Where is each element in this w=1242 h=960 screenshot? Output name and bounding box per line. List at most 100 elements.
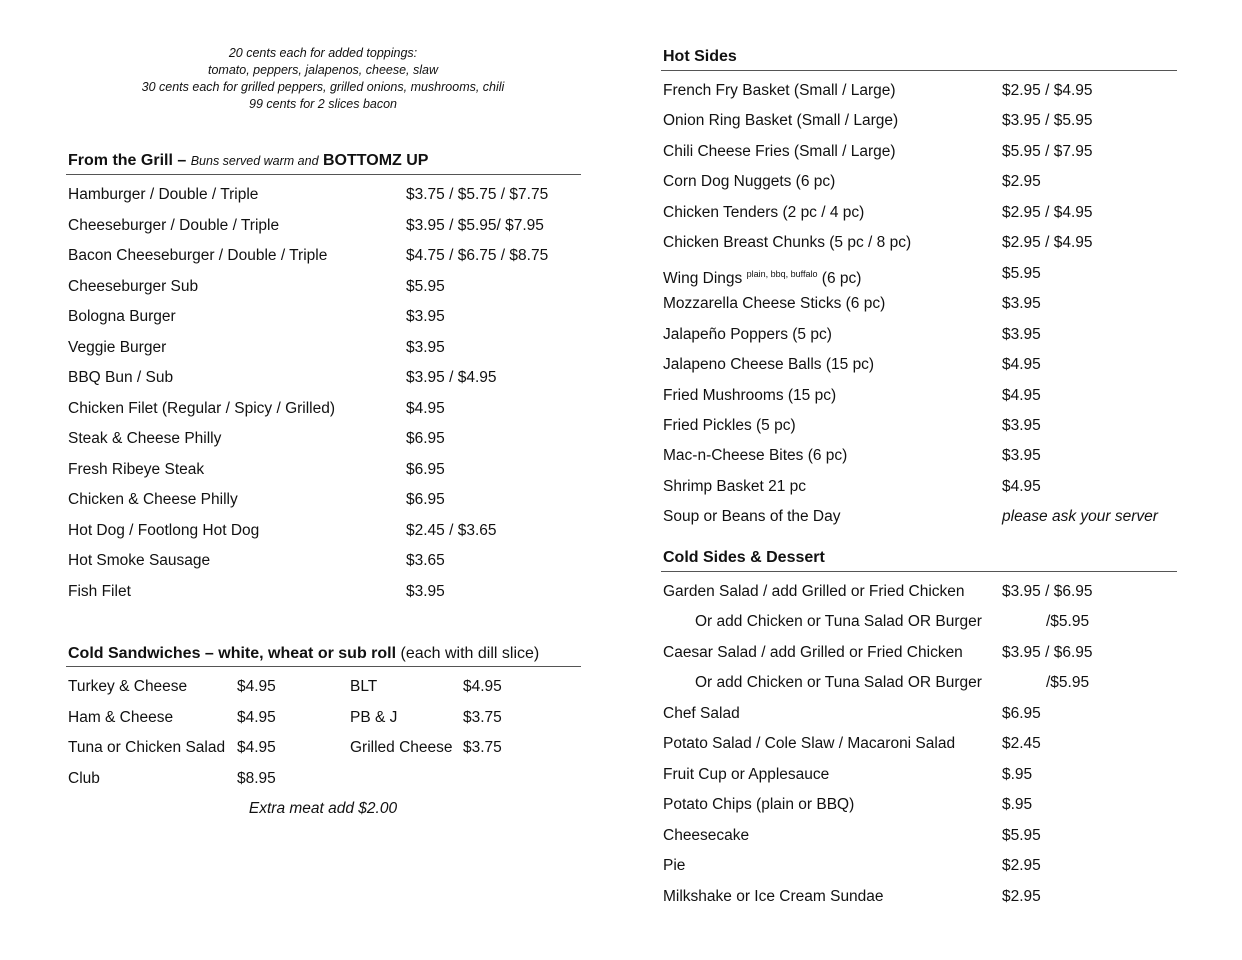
- item-name: Turkey & Cheese: [68, 678, 188, 695]
- item-name: Mac-n-Cheese Bites (6 pc): [663, 447, 848, 465]
- note-line: 99 cents for 2 slices bacon: [249, 97, 397, 111]
- item-price: $8.95: [237, 769, 276, 787]
- item-name: Hamburger / Double / Triple: [68, 186, 259, 203]
- item-name: Soup or Beans of the Day: [663, 508, 841, 526]
- item-name: Bologna Burger: [68, 308, 176, 325]
- item-name: Fried Pickles (5 pc): [663, 416, 796, 434]
- item-price: $5.95 / $7.95: [1002, 142, 1093, 160]
- item-name: Shrimp Basket 21 pc: [663, 477, 807, 495]
- item-price: $3.95: [406, 308, 445, 325]
- item-name: Club: [68, 769, 100, 787]
- item-name: Fruit Cup or Applesauce: [663, 765, 830, 783]
- item-name: Chicken & Cheese Philly: [68, 491, 238, 508]
- item-price: $2.95: [1002, 887, 1041, 905]
- item-name: Cheeseburger Sub: [68, 277, 199, 295]
- item-name: Garden Salad / add Grilled or Fried Chic…: [663, 583, 965, 600]
- item-name: Corn Dog Nuggets (6 pc): [663, 173, 836, 191]
- hot-sides-heading: Hot Sides: [663, 48, 737, 65]
- item-price: $3.75: [463, 708, 502, 726]
- item-price: $3.75: [463, 739, 502, 756]
- item-name: Pie: [663, 857, 686, 875]
- divider: [661, 571, 1177, 572]
- cold-sandwiches-title: Cold Sandwiches – white, wheat or sub ro…: [68, 645, 397, 662]
- divider: [66, 174, 581, 175]
- item-name: PB & J: [350, 708, 398, 726]
- item-name: Cheeseburger / Double / Triple: [68, 216, 280, 234]
- item-price: $5.95: [1002, 264, 1041, 282]
- item-price: $3.95: [1002, 295, 1041, 313]
- item-name: Hot Dog / Footlong Hot Dog: [68, 521, 260, 539]
- item-name: Milkshake or Ice Cream Sundae: [663, 887, 884, 905]
- item-price: $3.65: [406, 552, 445, 569]
- item-name: BBQ Bun / Sub: [68, 369, 174, 386]
- cold-sides-heading: Cold Sides & Dessert: [663, 549, 825, 566]
- item-name: Or add Chicken or Tuna Salad OR Burger: [695, 613, 982, 631]
- item-name: Jalapeño Poppers (5 pc): [663, 325, 832, 343]
- item-price: $3.95 / $4.95: [406, 369, 497, 386]
- item-name: Steak & Cheese Philly: [68, 430, 222, 447]
- item-price: $3.95 / $6.95: [1002, 643, 1093, 661]
- note-line: 20 cents each for added toppings:: [228, 46, 418, 60]
- item-price: $4.75 / $6.75 / $8.75: [406, 247, 549, 264]
- item-price: $2.45 / $3.65: [406, 521, 497, 539]
- item-price: $2.95 / $4.95: [1002, 234, 1093, 252]
- item-price: please ask your server: [1002, 508, 1158, 526]
- item-price: $3.95 / $5.95/ $7.95: [406, 216, 544, 234]
- item-price: /$5.95: [1046, 674, 1090, 692]
- item-name: Cheesecake: [663, 826, 750, 844]
- item-price: $3.95: [1002, 416, 1041, 434]
- item-price: $3.95: [406, 338, 445, 356]
- item-name: Fried Mushrooms (15 pc): [663, 386, 837, 404]
- item-name: Or add Chicken or Tuna Salad OR Burger: [695, 674, 982, 692]
- note-line: tomato, peppers, jalapenos, cheese, slaw: [208, 63, 438, 77]
- grill-emphasis: BOTTOMZ UP: [323, 152, 429, 169]
- note-line: 30 cents each for grilled peppers, grill…: [141, 80, 505, 94]
- item-price: $6.95: [406, 460, 445, 478]
- cold-sandwiches-subtitle: (each with dill slice): [400, 645, 540, 662]
- item-price: $3.95: [1002, 325, 1041, 343]
- item-name: Grilled Cheese: [350, 739, 453, 756]
- item-price: $.95: [1002, 796, 1033, 814]
- item-name: Chicken Breast Chunks (5 pc / 8 pc): [663, 234, 912, 252]
- item-name: Chicken Tenders (2 pc / 4 pc): [663, 203, 865, 221]
- item-price: $4.95: [237, 708, 276, 726]
- divider: [661, 70, 1177, 71]
- item-name: BLT: [350, 678, 378, 695]
- item-price: $3.95 / $6.95: [1002, 583, 1093, 600]
- item-name: Fresh Ribeye Steak: [68, 460, 205, 478]
- item-name: Potato Salad / Cole Slaw / Macaroni Sala…: [663, 735, 956, 753]
- item-price: $4.95: [1002, 477, 1041, 495]
- item-name: Hot Smoke Sausage: [68, 552, 211, 569]
- item-name: Tuna or Chicken Salad: [68, 739, 226, 756]
- item-name: Mozzarella Cheese Sticks (6 pc): [663, 295, 886, 313]
- divider: [66, 666, 581, 667]
- item-name: Caesar Salad / add Grilled or Fried Chic…: [663, 643, 963, 661]
- item-price: $5.95: [1002, 826, 1041, 844]
- grill-subtitle: Buns served warm and: [190, 154, 319, 168]
- item-name: Potato Chips (plain or BBQ): [663, 796, 855, 814]
- item-price: $4.95: [406, 399, 445, 417]
- item-price: $6.95: [406, 430, 445, 447]
- item-price: $3.75 / $5.75 / $7.75: [406, 186, 549, 203]
- grill-heading: From the Grill – Buns served warm and BO…: [68, 150, 428, 172]
- item-price: $3.95: [1002, 447, 1041, 465]
- item-price: $6.95: [1002, 704, 1041, 722]
- flavor-options: plain, bbq, buffalo: [746, 268, 818, 279]
- item-price: $6.95: [406, 491, 445, 508]
- extra-meat-note: Extra meat add $2.00: [248, 800, 398, 817]
- item-price: $3.95 / $5.95: [1002, 112, 1093, 130]
- item-price: $.95: [1002, 765, 1033, 783]
- item-name: French Fry Basket (Small / Large): [663, 82, 896, 99]
- item-name: Chef Salad: [663, 704, 740, 722]
- item-price: $2.95 / $4.95: [1002, 82, 1093, 99]
- item-price: $4.95: [1002, 356, 1041, 374]
- item-price: $4.95: [463, 678, 502, 695]
- item-price: /$5.95: [1046, 613, 1090, 631]
- item-name: Fish Filet: [68, 582, 131, 600]
- item-name: Wing Dings plain, bbq, buffalo (6 pc): [663, 263, 861, 287]
- item-price: $4.95: [237, 739, 276, 756]
- item-price: $5.95: [406, 277, 445, 295]
- item-name: Bacon Cheeseburger / Double / Triple: [68, 247, 328, 264]
- item-price: $3.95: [406, 582, 445, 600]
- item-price: $4.95: [237, 678, 276, 695]
